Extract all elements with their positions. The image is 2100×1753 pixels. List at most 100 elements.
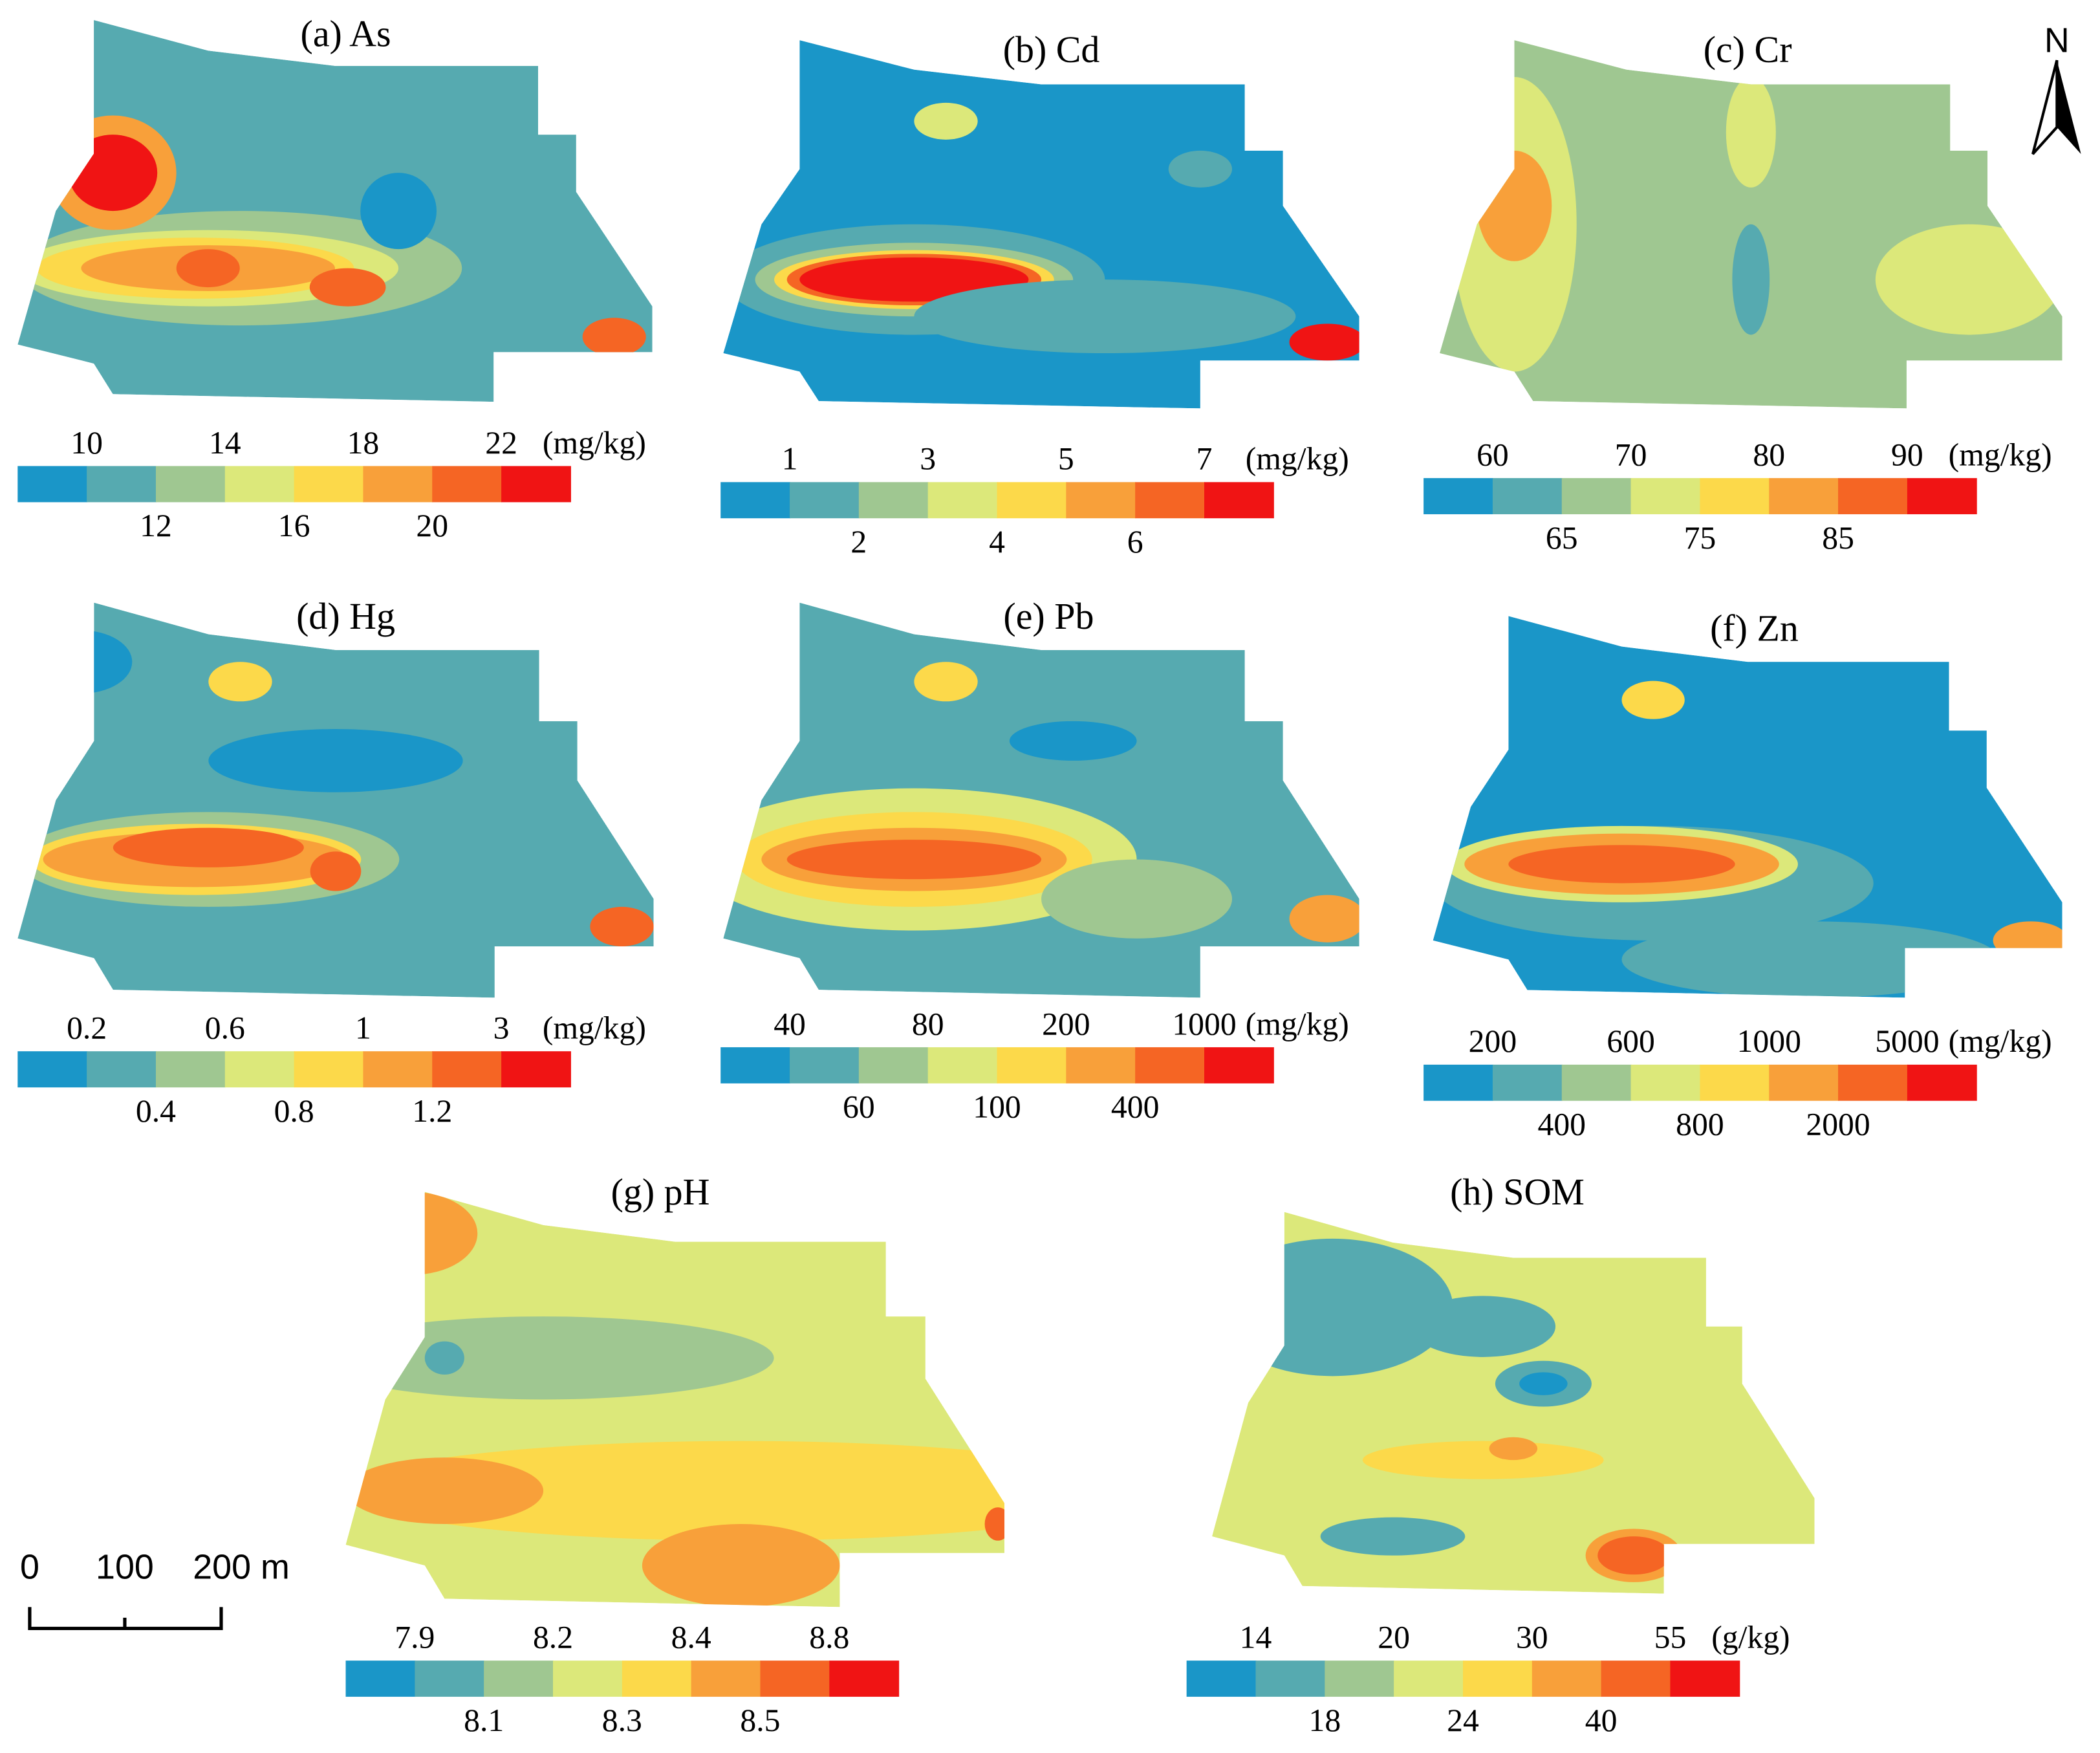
legend-label: 1 — [355, 1010, 371, 1046]
legend-label: 65 — [1546, 520, 1578, 556]
legend-swatch — [858, 482, 929, 519]
map-panel — [723, 40, 1359, 409]
north-arrow-left — [2031, 60, 2059, 155]
legend-label: 8.8 — [809, 1620, 849, 1655]
scale-bar — [28, 1607, 223, 1631]
legend-label: 7.9 — [395, 1620, 435, 1655]
legend-label: 200 — [1042, 1006, 1090, 1041]
legend-swatch — [1670, 1660, 1740, 1697]
legend-label: 400 — [1111, 1089, 1160, 1125]
legend-label: 70 — [1615, 437, 1647, 472]
legend-swatch — [1462, 1660, 1533, 1697]
legend-label: 1.2 — [412, 1093, 452, 1129]
legend-swatch — [155, 1051, 226, 1088]
legend-label: 200 — [1469, 1023, 1517, 1059]
legend-label: 24 — [1447, 1703, 1479, 1738]
map-zone — [345, 1192, 478, 1275]
legend-swatch — [1601, 1660, 1671, 1697]
legend-label: 16 — [278, 508, 310, 543]
legend-swatch — [1561, 478, 1632, 514]
legend-swatch — [17, 466, 88, 503]
legend-label: 100 — [973, 1089, 1021, 1125]
map-zone — [1621, 681, 1685, 719]
legend-swatch — [363, 1051, 433, 1088]
panel-title: (a) As — [301, 12, 391, 54]
legend-swatch — [1532, 1660, 1602, 1697]
legend-label: 8.3 — [602, 1703, 642, 1738]
legend-label: 2000 — [1806, 1107, 1870, 1142]
legend-swatch — [155, 466, 226, 503]
legend-label: 4 — [989, 524, 1005, 560]
legend-swatch — [1492, 478, 1563, 514]
legend-label: 22 — [485, 425, 517, 461]
legend-swatch — [720, 1047, 791, 1083]
legend-label: 60 — [843, 1089, 875, 1125]
map-zone — [309, 268, 386, 307]
legend-swatch — [927, 1047, 998, 1083]
map-zone — [1411, 1296, 1556, 1357]
legend-label: 12 — [140, 508, 172, 543]
legend-swatch — [87, 1051, 157, 1088]
legend-unit: (g/kg) — [1711, 1620, 1790, 1655]
legend-label: 80 — [1753, 437, 1785, 472]
scale-label: 100 — [96, 1548, 154, 1587]
legend-label: 80 — [912, 1006, 944, 1041]
scale-label: 200 m — [193, 1548, 290, 1587]
map-zone — [1993, 921, 2062, 960]
map-zone — [590, 906, 654, 946]
panel-title: (c) Cr — [1704, 28, 1792, 71]
map-zone — [30, 630, 133, 694]
legend-label: 85 — [1822, 520, 1854, 556]
legend-swatch — [927, 482, 998, 519]
map-panel — [723, 602, 1359, 998]
legend-swatch — [224, 1051, 295, 1088]
legend-swatch — [1255, 1660, 1326, 1697]
legend-label: 1000 — [1737, 1023, 1801, 1059]
map-zone — [1320, 1517, 1466, 1556]
legend-label: 30 — [1516, 1620, 1548, 1655]
legend-label: 5 — [1058, 441, 1074, 477]
map-zone — [1732, 224, 1770, 335]
map-zone — [914, 662, 978, 702]
legend-label: 8.2 — [533, 1620, 573, 1655]
map-zone — [786, 840, 1042, 880]
legend-swatch — [1769, 478, 1839, 514]
legend-swatch — [1700, 1064, 1770, 1101]
legend-label: 8.4 — [671, 1620, 711, 1655]
legend-swatch — [1135, 1047, 1206, 1083]
legend-label: 0.2 — [67, 1010, 107, 1046]
legend-swatch — [720, 482, 791, 519]
map-zone — [1621, 921, 2000, 998]
legend-swatch — [1838, 478, 1908, 514]
map-zone — [1489, 1437, 1538, 1461]
legend-swatch — [294, 466, 364, 503]
legend-swatch — [1907, 1064, 1977, 1101]
legend-label: 18 — [347, 425, 380, 461]
legend-label: 55 — [1654, 1620, 1687, 1655]
legend-swatch — [997, 1047, 1067, 1083]
legend-swatch — [997, 482, 1067, 519]
map-zone — [1289, 895, 1359, 942]
map-zone — [208, 729, 463, 792]
map-zone — [642, 1523, 840, 1607]
map-zone — [310, 851, 362, 891]
legend-swatch — [363, 466, 433, 503]
map-zone — [1041, 859, 1233, 939]
legend-swatch — [432, 466, 503, 503]
legend-label: 0.8 — [274, 1093, 314, 1129]
legend-label: 14 — [209, 425, 241, 461]
map-zone — [208, 662, 272, 702]
map-panel — [345, 1192, 1005, 1607]
legend-swatch — [1700, 478, 1770, 514]
panel-title: (g) pH — [611, 1171, 710, 1213]
legend-swatch — [1066, 1047, 1136, 1083]
legend-swatch — [1769, 1064, 1839, 1101]
legend-swatch — [1630, 1064, 1701, 1101]
legend-swatch — [87, 466, 157, 503]
map-zone — [1362, 1441, 1604, 1479]
legend-swatch — [432, 1051, 503, 1088]
legend-swatch — [1907, 478, 1977, 514]
legend-swatch — [1423, 478, 1493, 514]
